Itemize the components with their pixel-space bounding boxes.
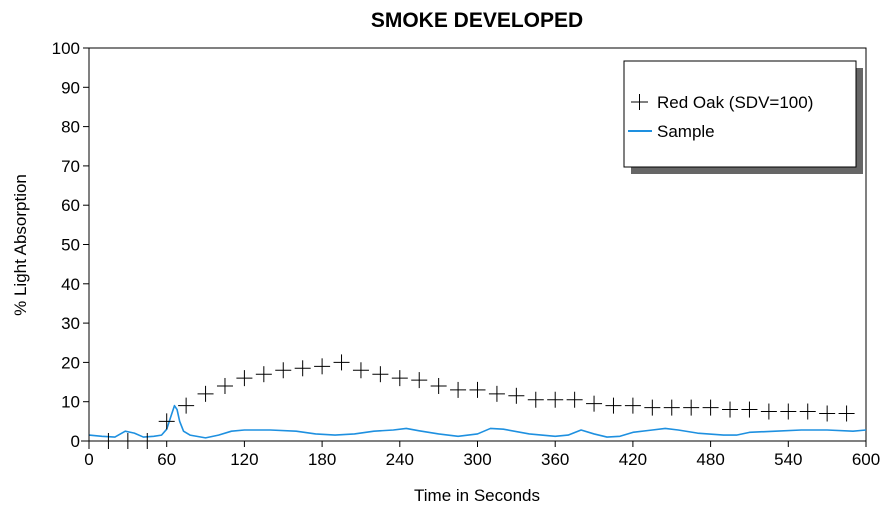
red-oak-point xyxy=(314,358,331,375)
y-tick-label: 50 xyxy=(61,236,80,255)
red-oak-point xyxy=(372,366,389,383)
y-tick-label: 40 xyxy=(61,275,80,294)
x-tick-label: 420 xyxy=(619,450,647,469)
series-layer xyxy=(81,354,867,449)
red-oak-point xyxy=(799,403,816,420)
y-tick-label: 90 xyxy=(61,78,80,97)
x-tick-label: 180 xyxy=(308,450,336,469)
red-oak-point xyxy=(819,405,836,422)
red-oak-point xyxy=(566,391,583,408)
red-oak-point xyxy=(352,362,369,379)
y-tick-label: 20 xyxy=(61,353,80,372)
x-axis-label: Time in Seconds xyxy=(414,486,540,505)
red-oak-point xyxy=(216,377,233,394)
legend: Red Oak (SDV=100) Sample xyxy=(623,60,863,174)
red-oak-point xyxy=(411,372,428,389)
red-oak-point xyxy=(119,433,136,449)
red-oak-point xyxy=(197,385,214,402)
y-tick-label: 60 xyxy=(61,196,80,215)
y-tick-label: 0 xyxy=(71,432,80,451)
red-oak-point xyxy=(780,403,797,420)
red-oak-point xyxy=(547,391,564,408)
x-tick-label: 540 xyxy=(774,450,802,469)
x-tick-label: 60 xyxy=(157,450,176,469)
legend-label-red-oak: Red Oak (SDV=100) xyxy=(657,93,813,112)
chart-title: SMOKE DEVELOPED xyxy=(371,9,583,32)
x-tick-label: 300 xyxy=(463,450,491,469)
red-oak-point xyxy=(391,370,408,387)
x-tick-label: 120 xyxy=(230,450,258,469)
red-oak-point xyxy=(683,399,700,416)
y-axis-label: % Light Absorption xyxy=(11,174,30,316)
red-oak-point xyxy=(838,405,855,422)
red-oak-point xyxy=(100,433,117,449)
red-oak-point xyxy=(605,397,622,414)
red-oak-point xyxy=(236,370,253,387)
x-tick-label: 480 xyxy=(696,450,724,469)
x-axis-ticks: 0 60 120 180 240 300 360 420 480 540 600 xyxy=(84,441,880,469)
red-oak-point xyxy=(702,399,719,416)
red-oak-point xyxy=(741,401,758,418)
red-oak-point xyxy=(294,360,311,377)
legend-label-sample: Sample xyxy=(657,122,715,141)
red-oak-point xyxy=(469,381,486,398)
y-tick-label: 70 xyxy=(61,157,80,176)
red-oak-point xyxy=(527,391,544,408)
y-tick-label: 10 xyxy=(61,393,80,412)
red-oak-point xyxy=(333,354,350,371)
y-axis-ticks: 0 10 20 30 40 50 60 70 80 90 100 xyxy=(52,39,89,451)
red-oak-point xyxy=(760,403,777,420)
x-tick-label: 360 xyxy=(541,450,569,469)
y-tick-label: 30 xyxy=(61,314,80,333)
red-oak-point xyxy=(158,413,175,430)
red-oak-point xyxy=(178,397,195,414)
red-oak-point xyxy=(586,395,603,412)
x-tick-label: 600 xyxy=(852,450,880,469)
red-oak-point xyxy=(139,433,156,449)
x-tick-label: 0 xyxy=(84,450,93,469)
legend-marker-red-oak xyxy=(631,94,648,110)
y-tick-label: 100 xyxy=(52,39,80,58)
legend-box xyxy=(623,60,857,168)
red-oak-point xyxy=(81,433,97,449)
red-oak-point xyxy=(430,377,447,394)
red-oak-point xyxy=(255,366,272,383)
red-oak-point xyxy=(624,397,641,414)
red-oak-point xyxy=(488,385,505,402)
x-tick-label: 240 xyxy=(386,450,414,469)
red-oak-point xyxy=(275,362,292,379)
red-oak-point xyxy=(663,399,680,416)
red-oak-point xyxy=(450,381,467,398)
red-oak-point xyxy=(508,387,525,404)
red-oak-point xyxy=(722,401,739,418)
y-tick-label: 80 xyxy=(61,118,80,137)
red-oak-point xyxy=(644,399,661,416)
